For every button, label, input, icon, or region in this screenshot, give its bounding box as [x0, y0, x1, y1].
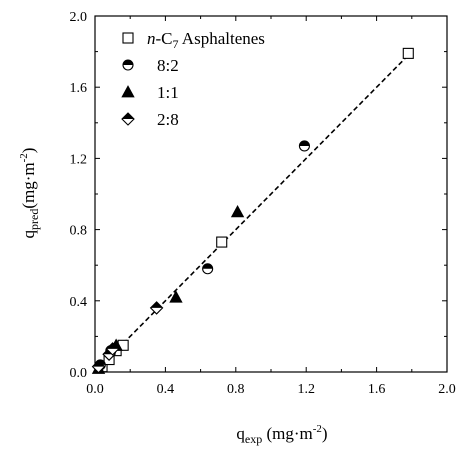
legend-label: 2:8 [157, 110, 179, 129]
data-point [298, 140, 310, 152]
legend-label: 1:1 [157, 83, 179, 102]
y-tick-label: 2.0 [70, 10, 88, 25]
legend-marker [122, 32, 134, 44]
legend: n-C7 Asphaltenes 8:2 1:1 2:8 [121, 29, 265, 129]
data-point [169, 290, 183, 303]
x-tick-label: 0.4 [157, 382, 175, 397]
x-tick-label: 1.6 [368, 382, 386, 397]
y-tick-label: 0.8 [70, 224, 88, 239]
x-axis-label: qexp (mg·m-2) [236, 423, 327, 446]
marker-diamond-fill [92, 360, 105, 367]
y-tick-label: 1.6 [70, 81, 88, 96]
data-point [216, 236, 228, 248]
legend-marker [122, 59, 134, 71]
marker-triangle [169, 290, 183, 303]
marker-square [216, 236, 228, 248]
axes: 0.0 0.4 0.8 1.2 1.6 2.0 0.0 0.4 0.8 1.2 1.6 2.0 [70, 10, 456, 397]
y-tick-label: 1.2 [70, 152, 88, 167]
data-point [202, 263, 214, 275]
marker-diamond-fill [150, 301, 163, 308]
x-tick-label: 2.0 [438, 382, 456, 397]
data-point [105, 342, 120, 356]
legend-marker [121, 85, 135, 98]
marker-square [402, 47, 414, 59]
y-axis-label: qpred(mg·m-2) [18, 148, 41, 239]
marker-triangle [121, 85, 135, 98]
y-tick-label: 0.4 [70, 295, 88, 310]
marker-circle-fill [299, 140, 310, 146]
marker-triangle [230, 204, 245, 218]
data-point [402, 47, 414, 59]
marker-diamond-fill [122, 113, 134, 119]
marker-square [122, 32, 134, 44]
x-tick-label: 1.2 [297, 382, 315, 397]
data-points [91, 47, 414, 374]
marker-circle-fill [202, 263, 213, 269]
x-tick-label: 0.8 [227, 382, 245, 397]
y-tick-label: 0.0 [70, 366, 88, 381]
legend-label: 8:2 [157, 56, 179, 75]
x-tick-label: 0.0 [86, 382, 104, 397]
fit-line-layer [94, 51, 413, 373]
data-point [149, 301, 164, 315]
data-point [230, 204, 245, 218]
legend-label: n-C7 Asphaltenes [147, 29, 265, 51]
legend-marker [121, 112, 135, 126]
marker-circle-fill [123, 60, 133, 65]
fit-line [94, 51, 413, 373]
marker-diamond-fill [106, 342, 119, 349]
data-point [91, 359, 106, 374]
